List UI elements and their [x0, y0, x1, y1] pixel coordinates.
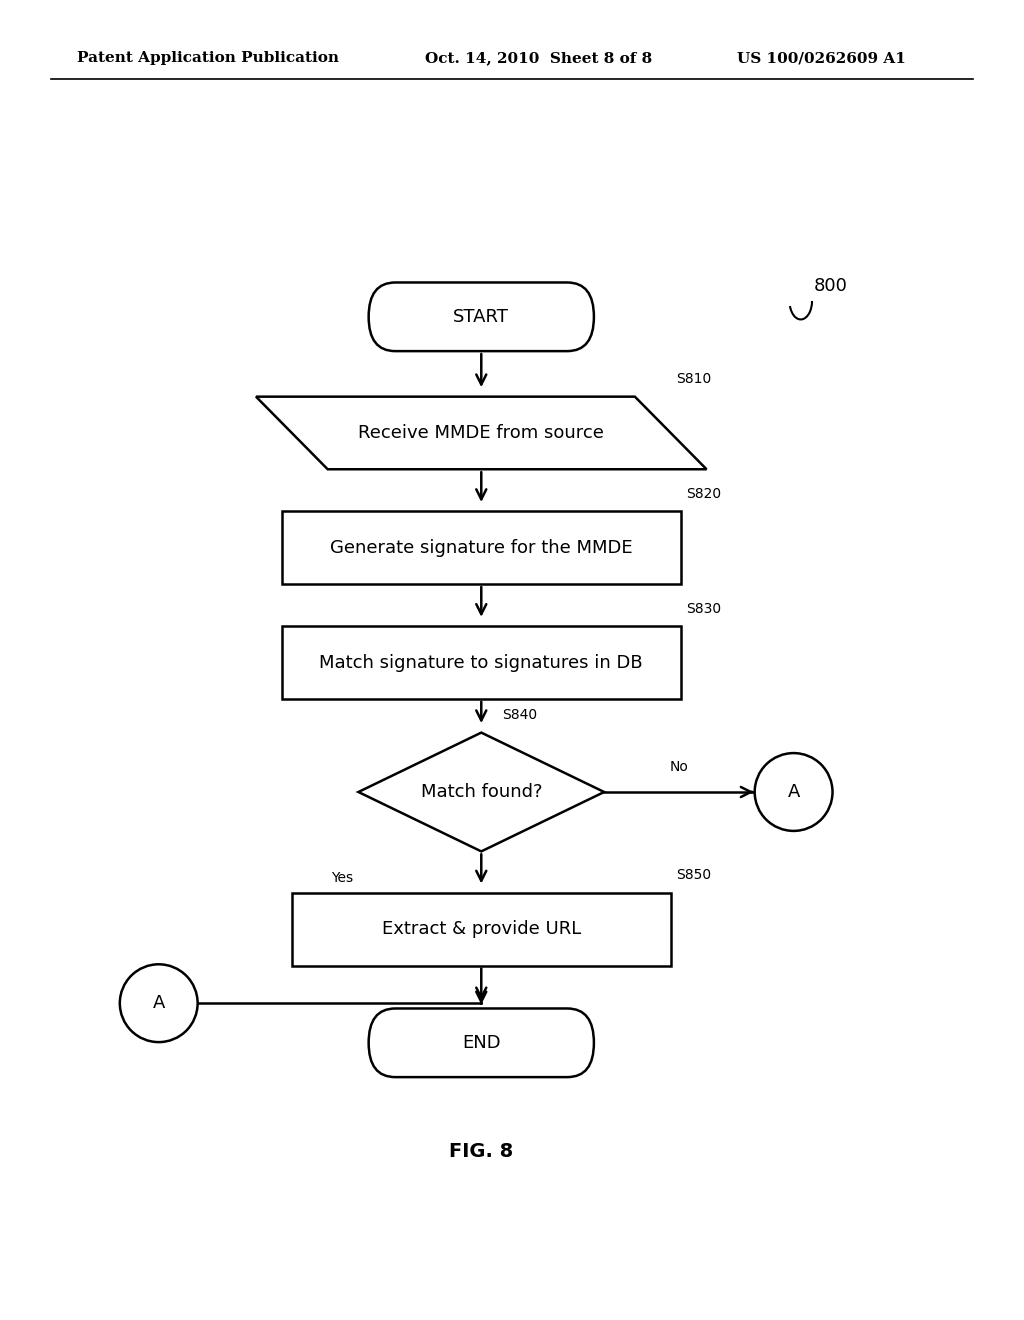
Text: S840: S840 [502, 708, 537, 722]
Text: S830: S830 [686, 602, 721, 615]
Polygon shape [358, 733, 604, 851]
Text: END: END [462, 1034, 501, 1052]
Ellipse shape [755, 754, 833, 830]
Ellipse shape [120, 965, 198, 1041]
Text: Match found?: Match found? [421, 783, 542, 801]
Text: Patent Application Publication: Patent Application Publication [77, 51, 339, 65]
Bar [282, 511, 681, 583]
Text: A: A [153, 994, 165, 1012]
Text: S810: S810 [676, 372, 711, 385]
Text: Extract & provide URL: Extract & provide URL [382, 920, 581, 939]
Text: A: A [787, 783, 800, 801]
Text: Generate signature for the MMDE: Generate signature for the MMDE [330, 539, 633, 557]
Bar [282, 627, 681, 700]
Bar [292, 892, 671, 966]
Polygon shape [256, 396, 707, 469]
Text: Oct. 14, 2010  Sheet 8 of 8: Oct. 14, 2010 Sheet 8 of 8 [425, 51, 652, 65]
Text: Receive MMDE from source: Receive MMDE from source [358, 424, 604, 442]
Text: START: START [454, 308, 509, 326]
Text: FIG. 8: FIG. 8 [450, 1142, 513, 1160]
Text: No: No [670, 759, 689, 774]
Text: S850: S850 [676, 869, 711, 882]
Text: S820: S820 [686, 487, 721, 502]
Text: Match signature to signatures in DB: Match signature to signatures in DB [319, 653, 643, 672]
Text: 800: 800 [814, 277, 848, 296]
Text: Yes: Yes [331, 871, 353, 886]
Text: US 100/0262609 A1: US 100/0262609 A1 [737, 51, 906, 65]
FancyBboxPatch shape [369, 1008, 594, 1077]
FancyBboxPatch shape [369, 282, 594, 351]
